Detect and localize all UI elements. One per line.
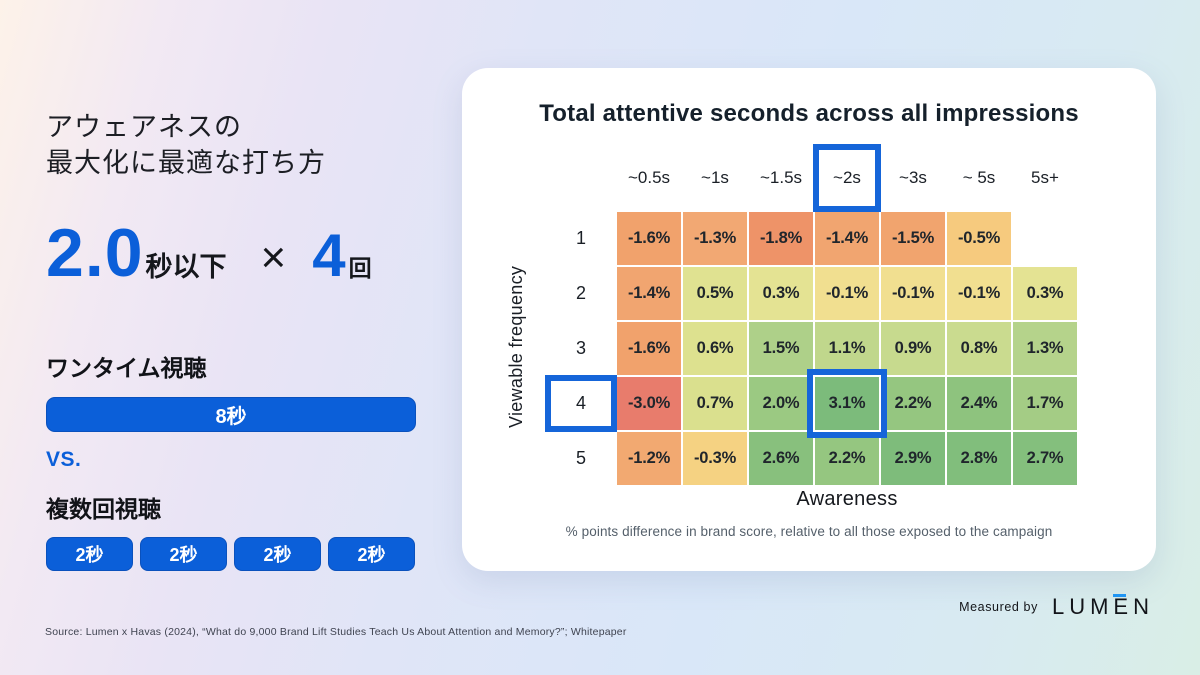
heatmap-cell: 0.7% xyxy=(683,377,747,430)
heatmap-cell: -1.3% xyxy=(683,212,747,265)
multi-view-chip: 2秒 xyxy=(140,537,227,572)
heatmap-cell: 2.8% xyxy=(947,432,1011,485)
heatmap-cell: 0.3% xyxy=(1013,267,1077,320)
heatmap-cell: 1.1% xyxy=(815,322,879,375)
heatmap-cell: 2.4% xyxy=(947,377,1011,430)
heatmap-col-header: ~1.5s xyxy=(759,168,803,187)
heatmap-cell: -1.6% xyxy=(617,212,681,265)
one-time-view-label: ワンタイム視聴 xyxy=(46,355,207,382)
chart-title: Total attentive seconds across all impre… xyxy=(539,100,1079,127)
heatmap-row-label: 4 xyxy=(545,375,617,432)
heatmap-col-header: ~2s xyxy=(813,144,881,212)
source-citation: Source: Lumen x Havas (2024), “What do 9… xyxy=(45,626,627,638)
key-stat: 2.0 秒以下 × 4 回 xyxy=(46,219,418,287)
lumen-logo-e: E xyxy=(1113,594,1134,619)
heatmap-cell: -1.4% xyxy=(617,267,681,320)
heatmap-cell: 2.7% xyxy=(1013,432,1077,485)
highlight-box xyxy=(807,369,887,438)
multi-view-chip: 2秒 xyxy=(328,537,415,572)
heatmap-cell: -1.4% xyxy=(815,212,879,265)
heatmap-cell: 2.6% xyxy=(749,432,813,485)
multi-view-chip: 2秒 xyxy=(234,537,321,572)
multi-view-chips: 2秒 2秒 2秒 2秒 xyxy=(46,537,418,572)
heatmap-cell: -0.5% xyxy=(947,212,1011,265)
stat-seconds-unit: 秒以下 xyxy=(145,252,227,283)
heatmap-corner xyxy=(547,146,615,210)
vs-label: VS. xyxy=(46,448,82,472)
heatmap-cell: 1.3% xyxy=(1013,322,1077,375)
multiply-icon: × xyxy=(260,233,287,283)
heatmap-cell: 0.3% xyxy=(749,267,813,320)
chart-footnote: % points difference in brand score, rela… xyxy=(565,524,1053,539)
heatmap-col-header: ~3s xyxy=(899,168,927,187)
heatmap-cell: -1.6% xyxy=(617,322,681,375)
heatmap-cell: -1.5% xyxy=(881,212,945,265)
heatmap-cell: -0.3% xyxy=(683,432,747,485)
one-time-duration-bar: 8秒 xyxy=(46,397,416,433)
page-title-line2: 最大化に最適な打ち方 xyxy=(46,147,326,178)
stat-seconds-value: 2.0 xyxy=(46,215,144,292)
heatmap-col-header: ~1s xyxy=(701,168,729,187)
x-axis-label: Awareness xyxy=(796,488,898,510)
heatmap-cell: 2.9% xyxy=(881,432,945,485)
page-title: アウェアネスの 最大化に最適な打ち方 xyxy=(46,110,418,181)
heatmap-cell: 2.0% xyxy=(749,377,813,430)
heatmap-cell: -0.1% xyxy=(881,267,945,320)
lumen-logo-prefix: LUM xyxy=(1051,594,1114,619)
heatmap-cell: 0.8% xyxy=(947,322,1011,375)
heatmap-grid: ~0.5s ~1s ~1.5s ~2s ~3s ~ 5s 5s+ 1 -1.6% -1.3% -1.… xyxy=(545,144,1077,485)
heatmap-col-header: ~ 5s xyxy=(962,168,996,187)
heatmap-row-label: 2 xyxy=(575,283,586,303)
heatmap-cell: -1.2% xyxy=(617,432,681,485)
lumen-logo: LUM E N xyxy=(1052,594,1154,620)
heatmap-row-label: 5 xyxy=(575,448,586,468)
left-panel: アウェアネスの 最大化に最適な打ち方 2.0 秒以下 × 4 回 ワンタイム視聴… xyxy=(46,110,418,572)
measured-by-label: Measured by xyxy=(959,600,1038,614)
heatmap-cell: -0.1% xyxy=(815,267,879,320)
heatmap-row-label: 1 xyxy=(575,228,586,248)
heatmap-cell: 0.5% xyxy=(683,267,747,320)
highlight-box xyxy=(545,375,617,432)
heatmap-cell: 2.2% xyxy=(881,377,945,430)
heatmap-cell: 2.2% xyxy=(815,432,879,485)
heatmap-cell: 0.9% xyxy=(881,322,945,375)
heatmap-cell: -3.0% xyxy=(617,377,681,430)
heatmap-cell: 3.1% xyxy=(807,369,887,438)
heatmap-col-header: 5s+ xyxy=(1031,168,1059,187)
multi-view-chip: 2秒 xyxy=(46,537,133,572)
measured-by-block: Measured by LUM E N xyxy=(959,594,1154,620)
one-time-duration-value: 8秒 xyxy=(215,406,247,429)
heatmap-col-header: ~0.5s xyxy=(627,168,671,187)
heatmap-row-label: 3 xyxy=(575,338,586,358)
highlight-box xyxy=(813,144,881,212)
heatmap-cell xyxy=(1013,212,1077,265)
heatmap-cell: -0.1% xyxy=(947,267,1011,320)
stat-count-value: 4 xyxy=(312,222,346,290)
lumen-logo-suffix: N xyxy=(1133,594,1154,619)
page-title-line1: アウェアネスの xyxy=(46,112,242,142)
heatmap-card: Total attentive seconds across all impre… xyxy=(462,68,1156,571)
stat-count-unit: 回 xyxy=(348,255,372,282)
y-axis-label: Viewable frequency xyxy=(506,265,526,428)
multi-view-label: 複数回視聴 xyxy=(46,496,161,523)
heatmap-cell: 1.7% xyxy=(1013,377,1077,430)
heatmap-cell: 1.5% xyxy=(749,322,813,375)
heatmap-cell: 0.6% xyxy=(683,322,747,375)
heatmap-cell: -1.8% xyxy=(749,212,813,265)
